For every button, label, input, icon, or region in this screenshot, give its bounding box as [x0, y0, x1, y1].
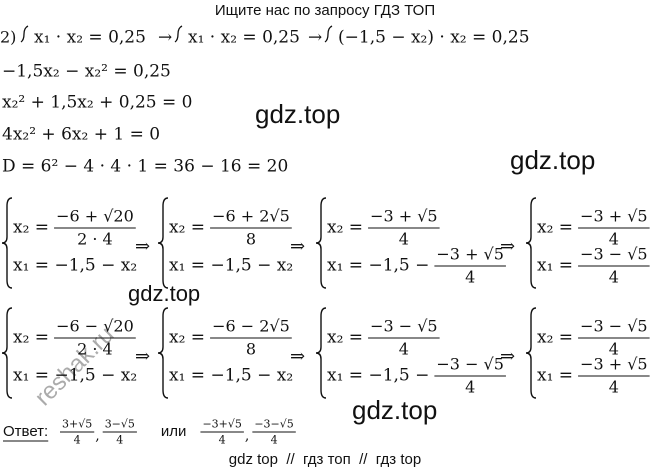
numerator: −3 + √5 [580, 354, 648, 373]
denominator: 8 [246, 230, 256, 249]
numerator: −3 − √5 [580, 316, 648, 335]
header: Ищите нас по запросу ГДЗ ТОП [215, 2, 435, 19]
watermark: gdz.top [510, 145, 595, 175]
math-text: x₁ = [537, 256, 573, 276]
numerator: −3 − √5 [436, 354, 504, 373]
math-text: D = 6² − 4 · 4 · 1 = 36 − 16 = 20 [2, 157, 288, 177]
denominator: 4 [609, 268, 619, 287]
math-text: (−1,5 − x₂) · x₂ = 0,25 [338, 28, 530, 48]
arrow: ⇒ [135, 236, 150, 257]
denominator: 4 [609, 230, 619, 249]
math-text: x₁ = [537, 366, 573, 386]
denominator: 4 [116, 433, 123, 446]
brace [174, 25, 183, 43]
math-text: x₁ = −1,5 − x₂ [13, 256, 137, 276]
numerator: 3+√5 [62, 417, 92, 430]
numerator: −6 − √20 [56, 316, 134, 335]
watermark: gdz.top [128, 281, 200, 306]
brace [20, 25, 29, 43]
numerator: −3 − √5 [370, 316, 438, 335]
arrow: ⇒ [290, 346, 305, 367]
math-text: x₁ · x₂ = 0,25 [188, 28, 300, 48]
footer: gdz top // гдз топ // гдз top [229, 451, 421, 468]
arrow: ⇒ [135, 346, 150, 367]
math-text: x₂ = [327, 328, 363, 348]
math-text: x₁ = −1,5 − x₂ [169, 366, 293, 386]
math-text: −1,5x₂ − x₂² = 0,25 [2, 62, 171, 82]
denominator: 4 [465, 268, 475, 287]
math-text: x₁ · x₂ = 0,25 [34, 28, 146, 48]
math-text: x₂² + 1,5x₂ + 0,25 = 0 [2, 93, 192, 113]
brace [157, 307, 169, 399]
denominator: 4 [465, 378, 475, 397]
arrow: ⇒ [500, 236, 515, 257]
numerator: −6 + 2√5 [212, 206, 290, 225]
denominator: 4 [609, 378, 619, 397]
brace [315, 307, 327, 399]
numerator: −3−√5 [254, 417, 293, 430]
brace [525, 197, 537, 289]
math-text: x₂ = [537, 218, 573, 238]
math-text: x₁ = −1,5 − [327, 256, 429, 276]
denominator: 4 [219, 433, 226, 446]
brace [1, 307, 13, 399]
math-text: x₂ = [13, 218, 49, 238]
watermark: gdz.top [255, 99, 340, 129]
numerator: −6 + √20 [56, 206, 134, 225]
arrow: ⇒ [290, 236, 305, 257]
brace [525, 307, 537, 399]
math-text: x₂ = [169, 218, 205, 238]
answer-label: Ответ: [3, 423, 48, 440]
numerator: −3 − √5 [580, 244, 648, 263]
brace [1, 197, 13, 289]
math-text: x₁ = −1,5 − x₂ [169, 256, 293, 276]
denominator: 2 · 4 [77, 230, 113, 249]
math-text: → [158, 28, 172, 48]
brace [315, 197, 327, 289]
numerator: −3 + √5 [436, 244, 504, 263]
arrow: ⇒ [500, 346, 515, 367]
math-text: x₂ = [13, 328, 49, 348]
denominator: 4 [609, 340, 619, 359]
math-text: x₁ = −1,5 − x₂ [13, 366, 137, 386]
math-text: → [308, 28, 322, 48]
denominator: 4 [399, 230, 409, 249]
brace [157, 197, 169, 289]
math-text: x₁ = −1,5 − [327, 366, 429, 386]
numerator: 3−√5 [105, 417, 135, 430]
numerator: −6 − 2√5 [212, 316, 290, 335]
watermark: gdz.top [352, 395, 437, 425]
separator: , [245, 428, 249, 444]
numerator: −3 + √5 [580, 206, 648, 225]
numerator: −3 + √5 [370, 206, 438, 225]
math-text: x₂ = [537, 328, 573, 348]
denominator: 4 [271, 433, 278, 446]
math-text: 4x₂² + 6x₂ + 1 = 0 [2, 125, 160, 145]
denominator: 4 [399, 340, 409, 359]
denominator: 2 · 4 [77, 340, 113, 359]
math-text: x₂ = [327, 218, 363, 238]
denominator: 8 [246, 340, 256, 359]
separator: , [95, 428, 99, 444]
answer-or: или [161, 423, 187, 440]
brace [324, 25, 333, 43]
denominator: 4 [74, 433, 81, 446]
numerator: −3+√5 [202, 417, 241, 430]
math-text: x₂ = [169, 328, 205, 348]
problem-number: 2) [0, 28, 16, 47]
